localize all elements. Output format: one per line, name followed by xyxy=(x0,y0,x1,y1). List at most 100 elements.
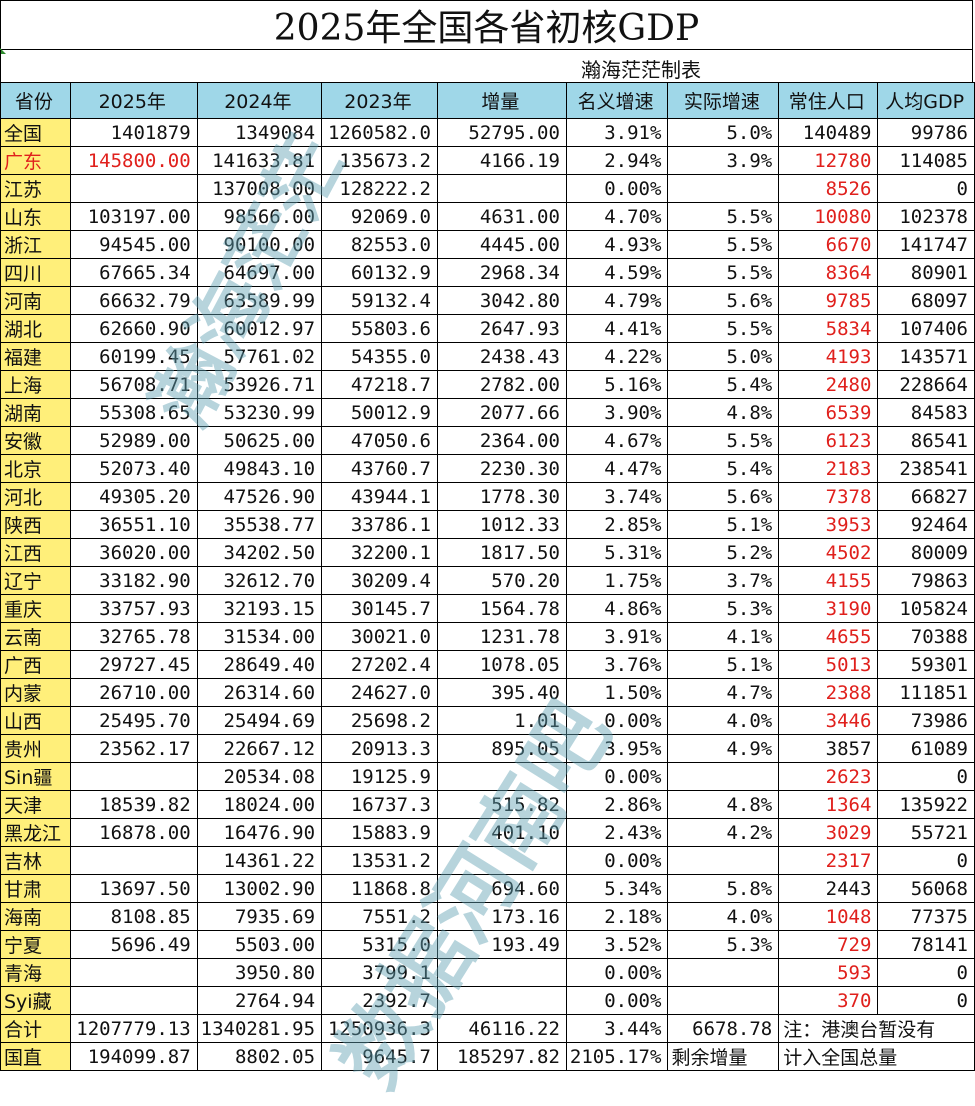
cell-2024[interactable]: 32193.15 xyxy=(196,594,323,623)
cell-increase[interactable] xyxy=(436,958,567,987)
cell-2023[interactable]: 1250936.3 xyxy=(321,1014,438,1043)
cell-population[interactable]: 6123 xyxy=(778,426,879,455)
cell-province[interactable]: 宁夏 xyxy=(0,930,71,959)
cell-nominal-growth[interactable]: 1.50% xyxy=(565,678,669,707)
cell-2025[interactable]: 16878.00 xyxy=(69,818,198,847)
cell-2025[interactable]: 62660.90 xyxy=(69,314,198,343)
cell-increase[interactable] xyxy=(436,174,567,203)
cell-increase[interactable]: 2647.93 xyxy=(436,314,567,343)
cell-population[interactable]: 2183 xyxy=(778,454,879,483)
cell-province[interactable]: 广西 xyxy=(0,650,71,679)
cell-province[interactable]: 山东 xyxy=(0,202,71,231)
cell-per-capita[interactable]: 77375 xyxy=(877,902,975,931)
cell-nominal-growth[interactable]: 0.00% xyxy=(565,958,669,987)
cell-2025[interactable] xyxy=(69,846,198,875)
cell-province[interactable]: 合计 xyxy=(0,1014,71,1043)
cell-province[interactable]: 河北 xyxy=(0,482,71,511)
cell-2023[interactable]: 30021.0 xyxy=(321,622,438,651)
cell-real-growth[interactable]: 5.3% xyxy=(667,594,780,623)
cell-2025[interactable]: 52989.00 xyxy=(69,426,198,455)
cell-increase[interactable]: 2364.00 xyxy=(436,426,567,455)
cell-per-capita[interactable]: 143571 xyxy=(877,342,975,371)
cell-real-growth[interactable]: 5.6% xyxy=(667,482,780,511)
cell-2024[interactable]: 22667.12 xyxy=(196,734,323,763)
cell-2023[interactable]: 82553.0 xyxy=(321,230,438,259)
cell-2023[interactable]: 135673.2 xyxy=(321,146,438,175)
cell-nominal-growth[interactable]: 0.00% xyxy=(565,174,669,203)
cell-2024[interactable]: 8802.05 xyxy=(196,1042,323,1071)
cell-nominal-growth[interactable]: 3.90% xyxy=(565,398,669,427)
cell-per-capita[interactable]: 78141 xyxy=(877,930,975,959)
cell-province[interactable]: 福建 xyxy=(0,342,71,371)
cell-per-capita[interactable]: 107406 xyxy=(877,314,975,343)
cell-population[interactable]: 8526 xyxy=(778,174,879,203)
cell-real-growth[interactable]: 4.9% xyxy=(667,734,780,763)
cell-increase[interactable]: 395.40 xyxy=(436,678,567,707)
cell-2023[interactable]: 50012.9 xyxy=(321,398,438,427)
cell-population[interactable]: 5013 xyxy=(778,650,879,679)
col-header-per-capita[interactable]: 人均GDP xyxy=(877,82,975,119)
cell-2023[interactable]: 47218.7 xyxy=(321,370,438,399)
cell-2025[interactable]: 32765.78 xyxy=(69,622,198,651)
cell-2023[interactable]: 30145.7 xyxy=(321,594,438,623)
cell-real-growth[interactable]: 5.5% xyxy=(667,314,780,343)
remaining-increase-label[interactable]: 剩余增量 xyxy=(667,1042,780,1071)
cell-increase[interactable] xyxy=(436,846,567,875)
cell-increase[interactable]: 193.49 xyxy=(436,930,567,959)
cell-increase[interactable]: 2077.66 xyxy=(436,398,567,427)
cell-2023[interactable]: 128222.2 xyxy=(321,174,438,203)
cell-province[interactable]: 黑龙江 xyxy=(0,818,71,847)
col-header-province[interactable]: 省份 xyxy=(0,82,71,119)
cell-province[interactable]: 浙江 xyxy=(0,230,71,259)
cell-2023[interactable]: 54355.0 xyxy=(321,342,438,371)
cell-nominal-growth[interactable]: 4.79% xyxy=(565,286,669,315)
cell-2025[interactable]: 52073.40 xyxy=(69,454,198,483)
cell-real-growth[interactable]: 5.1% xyxy=(667,510,780,539)
cell-province[interactable]: 上海 xyxy=(0,370,71,399)
cell-province[interactable]: 内蒙 xyxy=(0,678,71,707)
cell-increase[interactable]: 1078.05 xyxy=(436,650,567,679)
cell-real-growth[interactable]: 4.0% xyxy=(667,706,780,735)
cell-province[interactable]: 陕西 xyxy=(0,510,71,539)
cell-per-capita[interactable]: 80901 xyxy=(877,258,975,287)
cell-2024[interactable]: 141633.81 xyxy=(196,146,323,175)
cell-nominal-growth[interactable]: 4.22% xyxy=(565,342,669,371)
cell-province[interactable]: 云南 xyxy=(0,622,71,651)
cell-2025[interactable]: 60199.45 xyxy=(69,342,198,371)
cell-increase[interactable]: 4631.00 xyxy=(436,202,567,231)
cell-2025[interactable]: 13697.50 xyxy=(69,874,198,903)
cell-population[interactable]: 4193 xyxy=(778,342,879,371)
cell-province[interactable]: 河南 xyxy=(0,286,71,315)
cell-nominal-growth[interactable]: 1.75% xyxy=(565,566,669,595)
cell-real-growth[interactable] xyxy=(667,762,780,791)
cell-nominal-growth[interactable]: 4.93% xyxy=(565,230,669,259)
cell-2025[interactable]: 26710.00 xyxy=(69,678,198,707)
cell-2025[interactable]: 29727.45 xyxy=(69,650,198,679)
cell-2024[interactable]: 53230.99 xyxy=(196,398,323,427)
cell-nominal-growth[interactable]: 4.41% xyxy=(565,314,669,343)
col-header-nominal-growth[interactable]: 名义增速 xyxy=(565,82,669,119)
cell-increase[interactable] xyxy=(436,986,567,1015)
col-header-real-growth[interactable]: 实际增速 xyxy=(667,82,780,119)
cell-increase[interactable]: 1564.78 xyxy=(436,594,567,623)
cell-2024[interactable]: 1340281.95 xyxy=(196,1014,323,1043)
cell-population[interactable]: 5834 xyxy=(778,314,879,343)
cell-nominal-growth[interactable]: 3.74% xyxy=(565,482,669,511)
cell-2024[interactable]: 53926.71 xyxy=(196,370,323,399)
cell-increase[interactable]: 4166.19 xyxy=(436,146,567,175)
cell-per-capita[interactable]: 0 xyxy=(877,846,975,875)
cell-per-capita[interactable]: 0 xyxy=(877,986,975,1015)
cell-2025[interactable] xyxy=(69,958,198,987)
cell-population[interactable]: 6670 xyxy=(778,230,879,259)
cell-2025[interactable]: 55308.65 xyxy=(69,398,198,427)
cell-nominal-growth[interactable]: 0.00% xyxy=(565,846,669,875)
cell-nominal-growth[interactable]: 0.00% xyxy=(565,706,669,735)
cell-nominal-growth[interactable]: 4.70% xyxy=(565,202,669,231)
cell-increase[interactable]: 2968.34 xyxy=(436,258,567,287)
cell-increase[interactable]: 1817.50 xyxy=(436,538,567,567)
cell-real-growth[interactable]: 5.8% xyxy=(667,874,780,903)
cell-population[interactable]: 140489 xyxy=(778,118,879,147)
cell-population[interactable]: 2317 xyxy=(778,846,879,875)
cell-population[interactable]: 729 xyxy=(778,930,879,959)
cell-province[interactable]: 重庆 xyxy=(0,594,71,623)
